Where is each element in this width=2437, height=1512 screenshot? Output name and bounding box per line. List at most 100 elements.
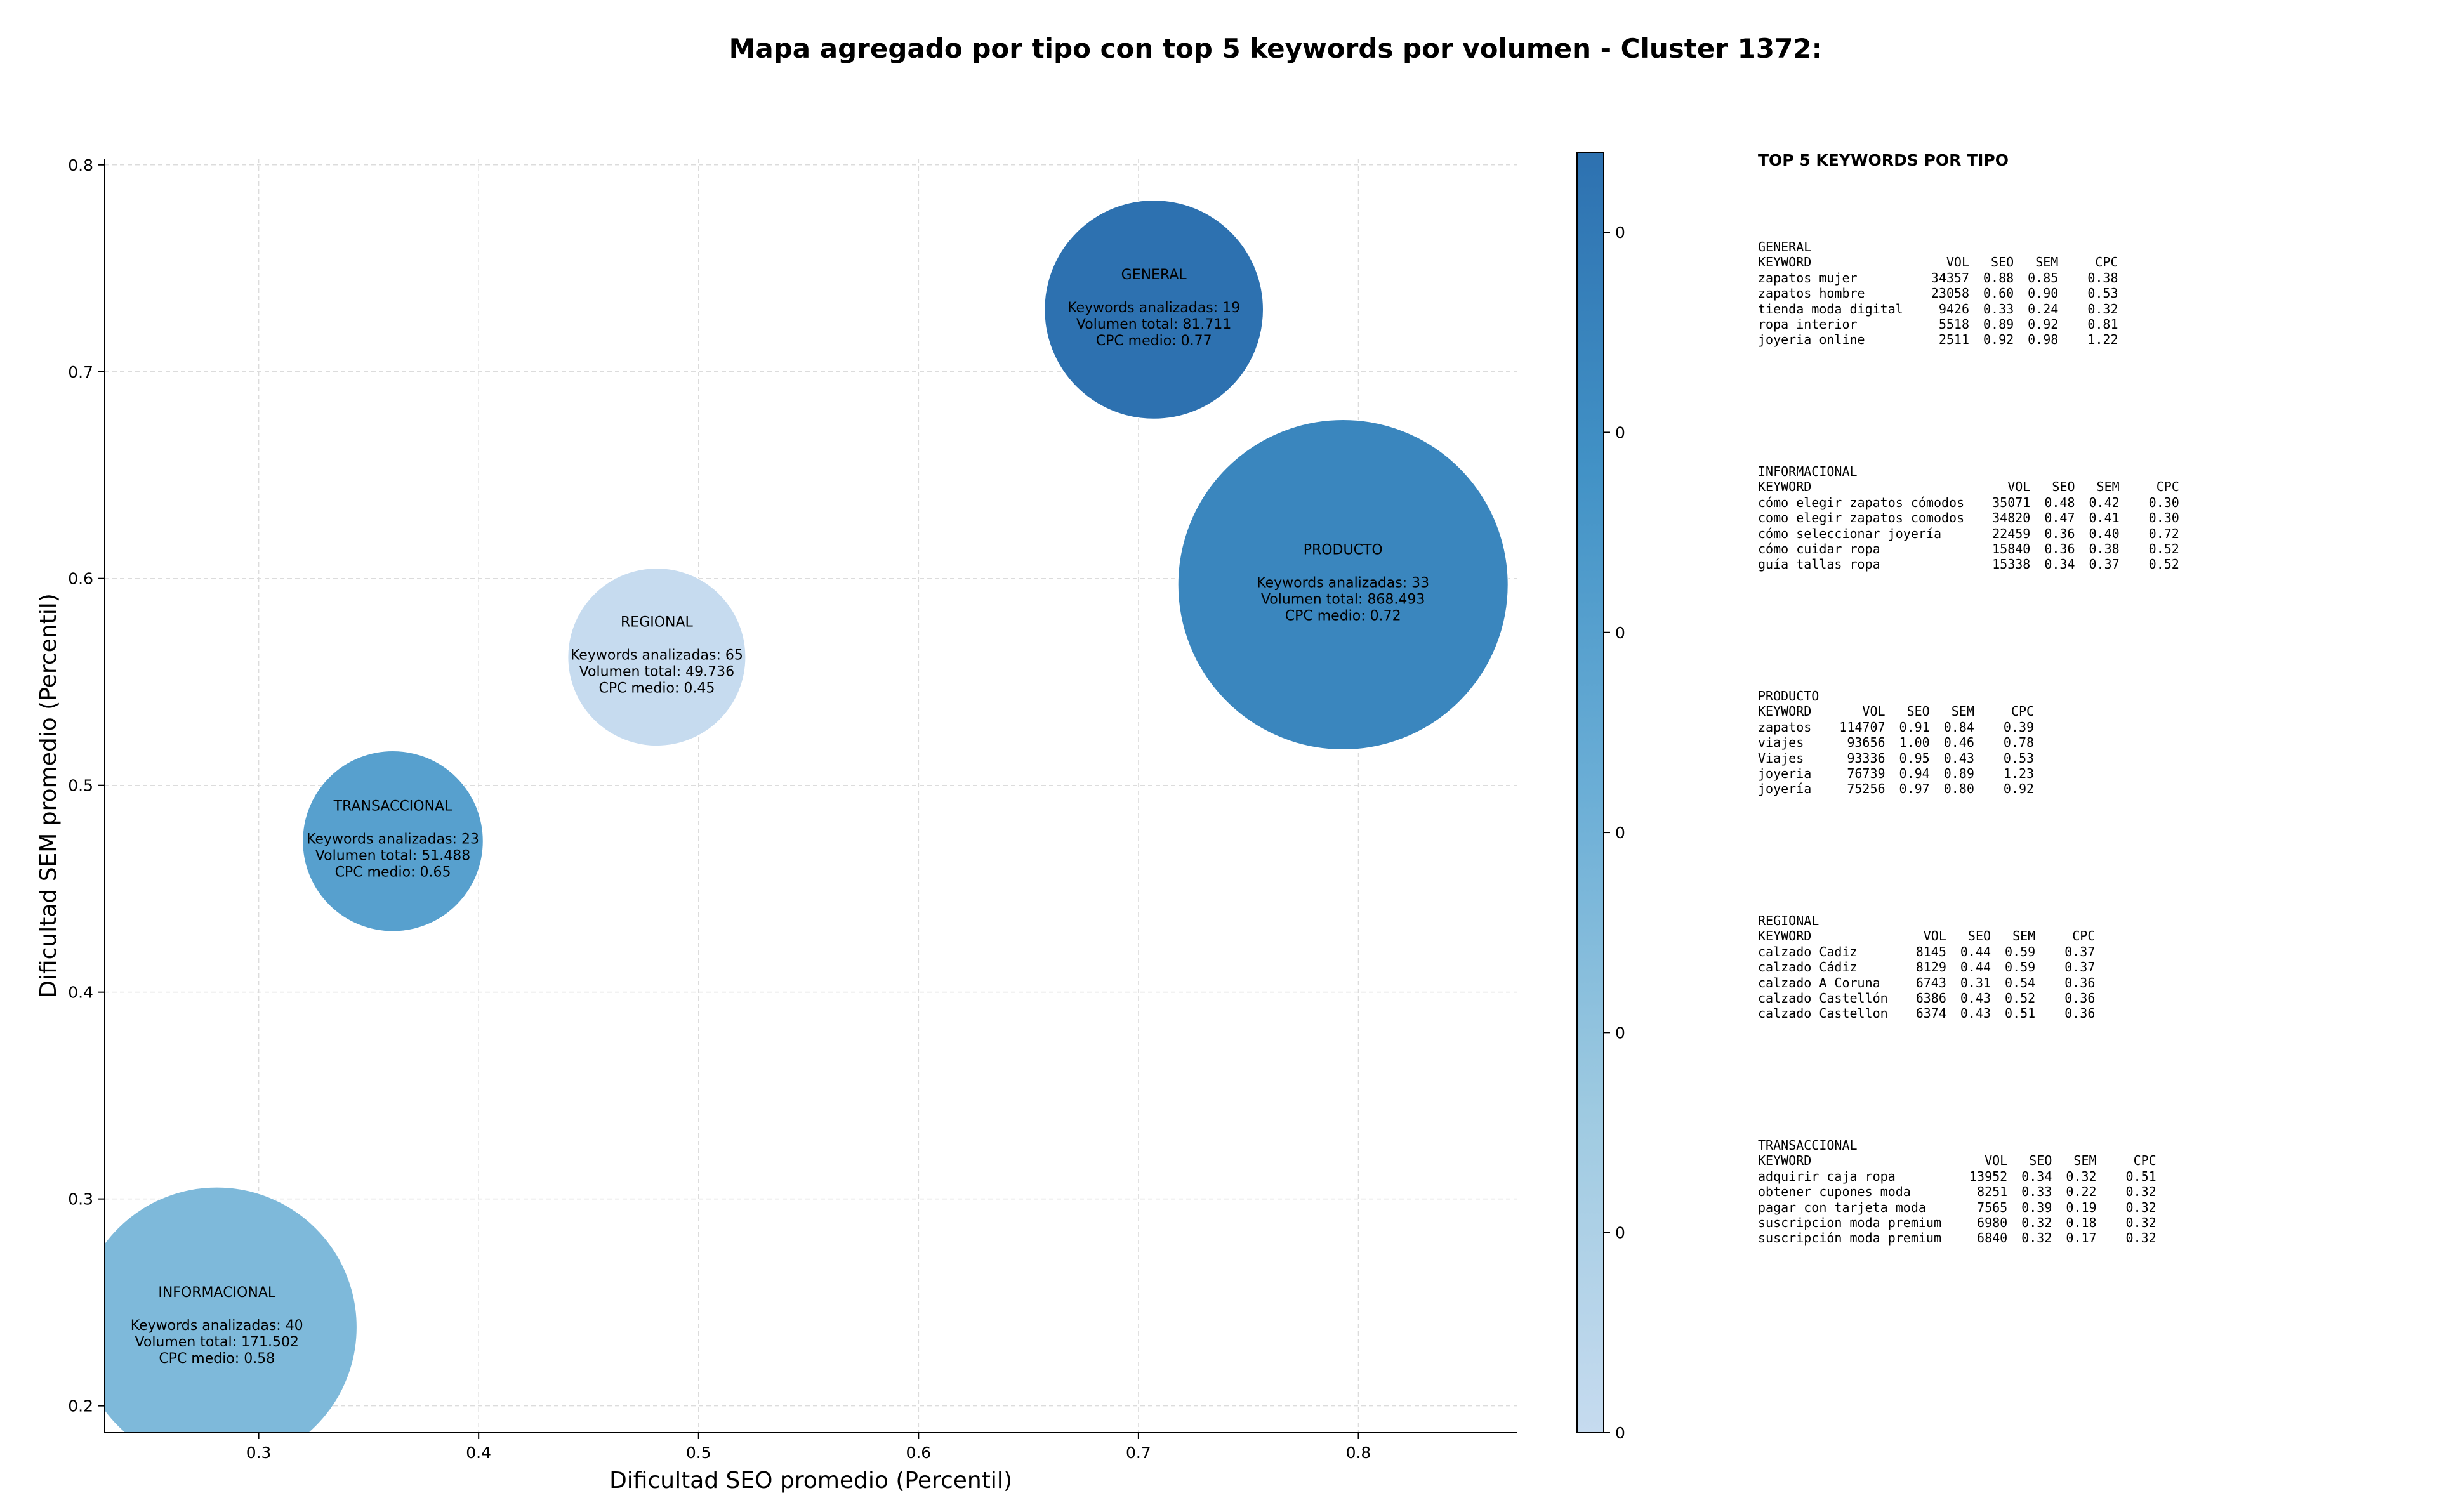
bubble-regional	[567, 568, 746, 747]
column-header: CPC	[2072, 928, 2096, 944]
table-row: zapatos mujer 34357 0.88 0.85 0.38	[1758, 270, 2118, 286]
keyword-group-informacional: INFORMACIONAL KEYWORD VOL SEO SEM CPC cómo ele…	[1758, 464, 2418, 688]
table-cell: 114707	[1839, 719, 1886, 735]
table-cell: 6980	[1977, 1215, 2008, 1231]
table-cell: 0.52	[2148, 541, 2179, 557]
colorbar-tick-label: 0.45	[1615, 1424, 1625, 1442]
table-cell: 0.32	[2125, 1230, 2156, 1246]
y-axis-label: Dificultad SEM promedio (Percentil)	[36, 593, 62, 998]
table-cell: 0.17	[2066, 1230, 2097, 1246]
colorbar-tick-label: 0.50	[1615, 1224, 1625, 1242]
table-cell: 0.40	[2089, 525, 2120, 541]
table-cell: 0.89	[1943, 766, 1974, 782]
y-tick-label: 0.4	[68, 983, 93, 1002]
table-cell: 0.41	[2089, 510, 2120, 526]
table-cell: viajes	[1758, 735, 1804, 751]
column-header: KEYWORD	[1758, 704, 1812, 720]
table-row: joyería 75256 0.97 0.80 0.92	[1758, 781, 2034, 796]
table-row: pagar con tarjeta moda 7565 0.39 0.19 0.32	[1758, 1200, 2156, 1215]
table-cell: 34357	[1931, 270, 1969, 286]
table-cell: 0.32	[2125, 1184, 2156, 1200]
table-cell: 0.92	[2028, 317, 2059, 332]
bubble-producto	[1177, 419, 1509, 751]
bubbles	[105, 200, 1509, 1433]
table-cell: 34820	[1992, 510, 2031, 526]
colorbar-gradient	[1576, 152, 1604, 1433]
table-row: calzado Cádiz 8129 0.44 0.59 0.37	[1758, 959, 2095, 975]
table-cell: 2511	[1938, 332, 1969, 348]
x-tick-label: 0.6	[906, 1443, 931, 1462]
colorbar-tick-label: 0.60	[1615, 824, 1625, 842]
column-header: CPC	[2133, 1153, 2156, 1169]
table-row: calzado Cadiz 8145 0.44 0.59 0.37	[1758, 944, 2095, 959]
table-cell: 0.43	[1960, 1006, 1991, 1022]
y-tick-label: 0.8	[68, 156, 93, 174]
keyword-group-type: REGIONAL	[1758, 913, 1819, 928]
table-cell: 0.36	[2064, 1006, 2096, 1022]
table-cell: 0.81	[2087, 317, 2118, 332]
column-header: SEO	[1906, 704, 1930, 720]
column-header: SEO	[2052, 479, 2075, 495]
bubble-stat-label: CPC medio: 0.65	[335, 865, 451, 881]
table-cell: 0.85	[2028, 270, 2059, 286]
table-cell: 0.32	[2087, 301, 2118, 317]
x-axis-label: Dificultad SEO promedio (Percentil)	[609, 1468, 1012, 1494]
table-cell: 0.97	[1899, 781, 1930, 797]
table-cell: 93336	[1847, 750, 1886, 766]
table-cell: 0.91	[1899, 719, 1930, 735]
table-cell: 0.89	[1983, 317, 2014, 332]
table-cell: 0.18	[2066, 1215, 2097, 1231]
table-cell: 8251	[1977, 1184, 2008, 1200]
table-row: ropa interior 5518 0.89 0.92 0.81	[1758, 317, 2118, 332]
table-cell: 0.34	[2044, 556, 2075, 572]
bubble-stat-label: Volumen total: 49.736	[579, 664, 734, 680]
table-cell: 0.39	[2021, 1199, 2052, 1215]
keywords-panel: TOP 5 KEYWORDS POR TIPO GENERAL KEYWORD VO…	[1758, 151, 2418, 1362]
column-header: SEO	[2029, 1153, 2052, 1169]
bubble-informacional	[105, 1187, 357, 1433]
bubble-stat-label: CPC medio: 0.72	[1285, 608, 1401, 624]
table-row: cómo elegir zapatos cómodos 35071 0.48 0.42…	[1758, 495, 2179, 510]
table-row: viajes 93656 1.00 0.46 0.78	[1758, 735, 2034, 750]
table-cell: 0.38	[2089, 541, 2120, 557]
table-row: zapatos hombre 23058 0.60 0.90 0.53	[1758, 286, 2118, 301]
table-cell: zapatos hombre	[1758, 286, 1865, 301]
table-cell: 8145	[1915, 943, 1946, 959]
table-row: calzado A Coruna 6743 0.31 0.54 0.36	[1758, 975, 2095, 990]
table-cell: 0.92	[2003, 781, 2035, 797]
table-cell: suscripción moda premium	[1758, 1230, 1941, 1246]
table-cell: como elegir zapatos comodos	[1758, 510, 1965, 526]
bubble-stat-label: CPC medio: 0.58	[159, 1351, 275, 1367]
bubble-type-label: INFORMACIONAL	[158, 1285, 276, 1301]
x-tick-label: 0.3	[246, 1443, 272, 1462]
table-cell: 0.53	[2087, 286, 2118, 301]
table-cell: 0.37	[2064, 943, 2096, 959]
column-header: SEM	[2035, 254, 2059, 270]
keyword-table: KEYWORD VOL SEO SEM CPC cómo elegir zapatos c…	[1758, 479, 2179, 572]
table-cell: 0.59	[2005, 959, 2036, 975]
colorbar-tick-label: 0.65	[1615, 624, 1625, 642]
table-cell: cómo seleccionar joyería	[1758, 525, 1941, 541]
table-cell: 0.24	[2028, 301, 2059, 317]
keyword-table-header: KEYWORD VOL SEO SEM CPC	[1758, 928, 2095, 943]
table-cell: 0.32	[2021, 1230, 2052, 1246]
table-cell: 0.32	[2125, 1215, 2156, 1231]
table-cell: 0.36	[2044, 525, 2075, 541]
bubble-stat-label: CPC medio: 0.77	[1096, 333, 1212, 349]
table-cell: tienda moda digital	[1758, 301, 1903, 317]
table-cell: obtener cupones moda	[1758, 1184, 1911, 1200]
y-tick-label: 0.2	[68, 1397, 93, 1416]
table-cell: joyeria	[1758, 766, 1812, 782]
table-cell: 76739	[1847, 766, 1886, 782]
bubble-type-label: TRANSACCIONAL	[333, 799, 452, 815]
table-cell: calzado A Coruna	[1758, 975, 1880, 990]
table-cell: suscripcion moda premium	[1758, 1215, 1941, 1231]
table-cell: 0.52	[2148, 556, 2179, 572]
column-header: KEYWORD	[1758, 254, 1812, 270]
table-row: joyeria online 2511 0.92 0.98 1.22	[1758, 332, 2118, 347]
keyword-group-type: GENERAL	[1758, 239, 1812, 254]
table-cell: zapatos	[1758, 719, 1812, 735]
table-cell: ropa interior	[1758, 317, 1858, 332]
bubble-stat-label: CPC medio: 0.45	[598, 681, 715, 697]
